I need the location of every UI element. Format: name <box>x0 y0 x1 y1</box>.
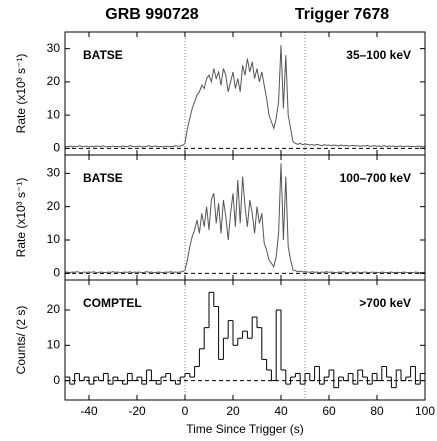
y-axis-label: Counts/ (2 s) <box>14 306 28 375</box>
y-tick-label: 20 <box>47 74 61 88</box>
x-tick-label: 0 <box>182 404 189 418</box>
y-tick-label: 0 <box>53 373 60 387</box>
y-tick-label: 0 <box>53 266 60 280</box>
x-tick-label: 40 <box>274 404 288 418</box>
panel-label: BATSE <box>83 171 123 185</box>
y-tick-label: 10 <box>47 337 61 351</box>
title-left: GRB 990728 <box>105 6 198 23</box>
y-tick-label: 20 <box>47 302 61 316</box>
x-tick-label: 60 <box>322 404 336 418</box>
x-tick-label: -20 <box>128 404 146 418</box>
rate-curve <box>64 45 426 148</box>
y-tick-label: 0 <box>53 141 60 155</box>
x-tick-label: 20 <box>226 404 240 418</box>
y-tick-label: 30 <box>47 166 61 180</box>
y-tick-label: 10 <box>47 232 61 246</box>
x-tick-label: -40 <box>80 404 98 418</box>
y-tick-label: 30 <box>47 41 61 55</box>
y-tick-label: 10 <box>47 107 61 121</box>
title-right: Trigger 7678 <box>295 6 389 23</box>
x-tick-label: 100 <box>415 404 435 418</box>
y-axis-label: Rate (x10³ s⁻¹) <box>14 178 28 258</box>
y-tick-label: 20 <box>47 199 61 213</box>
x-tick-label: 80 <box>370 404 384 418</box>
panel-frame <box>64 279 426 401</box>
panel-label: BATSE <box>83 48 123 62</box>
rate-curve <box>64 163 426 274</box>
x-axis-label: Time Since Trigger (s) <box>186 422 304 436</box>
energy-label: 100–700 keV <box>340 171 411 185</box>
panel-label: COMPTEL <box>83 296 142 310</box>
energy-label: >700 keV <box>359 296 411 310</box>
energy-label: 35–100 keV <box>346 48 411 62</box>
y-axis-label: Rate (x10³ s⁻¹) <box>14 54 28 134</box>
